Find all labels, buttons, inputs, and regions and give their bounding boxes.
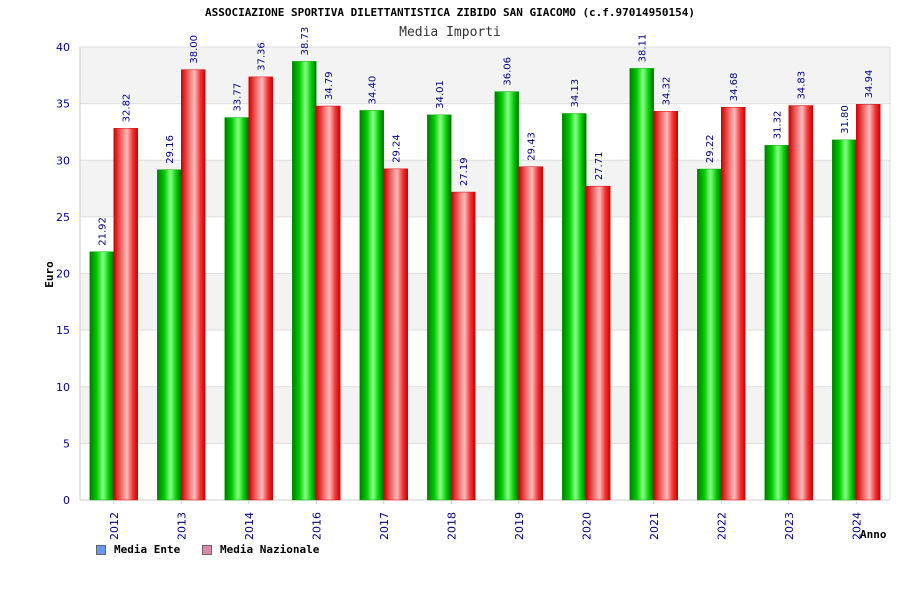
- plot-band: [80, 443, 890, 500]
- bar-media-ente: [157, 169, 182, 501]
- bar-value-label: 38.00: [189, 35, 200, 64]
- bar-labels: 21.92 32.82 29.16 38.00 33.77 37.36 38.73 34.79…: [98, 27, 876, 246]
- bar-media-ente: [697, 168, 722, 501]
- y-tick-label: 20: [56, 268, 70, 281]
- x-tick-label: 2024: [850, 512, 863, 540]
- bar-media-ente: [494, 91, 519, 501]
- bar-value-label: 29.24: [392, 134, 403, 163]
- bar-media-nazionale: [788, 105, 813, 501]
- bar-media-nazionale: [113, 128, 138, 501]
- chart-subtitle: Media Importi: [399, 25, 501, 40]
- bar-media-ente: [292, 61, 317, 501]
- chart-title: ASSOCIAZIONE SPORTIVA DILETTANTISTICA ZI…: [204, 6, 696, 19]
- bar-media-ente: [764, 145, 789, 501]
- bar-value-label: 34.01: [435, 80, 446, 109]
- y-tick-label: 40: [56, 41, 70, 54]
- bar-value-label: 29.43: [527, 132, 538, 161]
- bar-media-ente: [832, 139, 857, 501]
- bar-media-ente: [427, 114, 452, 501]
- y-axis-label: Euro: [42, 261, 56, 288]
- bar-value-label: 38.73: [300, 27, 311, 56]
- bar-value-label: 27.19: [459, 157, 470, 186]
- legend-item-media-nazionale: Media Nazionale: [202, 543, 319, 556]
- bar-media-ente: [89, 251, 114, 501]
- ticks: 0 5 10 15 20 25 30 35 40 2012 2013 2014 2016 2017 2018…: [56, 41, 863, 540]
- bar-media-nazionale: [721, 106, 746, 501]
- bar-media-nazionale: [856, 104, 881, 501]
- x-tick-label: 2021: [648, 512, 661, 540]
- y-tick-label: 35: [56, 98, 70, 111]
- bar-media-nazionale: [518, 166, 543, 501]
- plot-band: [80, 273, 890, 331]
- bar-media-nazionale: [316, 105, 341, 501]
- y-tick-label: 25: [56, 211, 70, 224]
- y-tick-label: 15: [56, 324, 70, 337]
- bar-media-nazionale: [383, 168, 408, 501]
- bar-media-nazionale: [451, 191, 476, 501]
- bar-media-nazionale: [248, 76, 273, 501]
- bar-value-label: 31.32: [773, 111, 784, 140]
- x-tick-label: 2020: [580, 512, 593, 540]
- bar-media-nazionale: [653, 111, 678, 501]
- bar-value-label: 34.83: [797, 71, 808, 100]
- bar-value-label: 34.94: [864, 70, 875, 99]
- bars: [89, 61, 881, 501]
- axes: [79, 46, 891, 501]
- x-tick-label: 2013: [175, 512, 188, 540]
- bar-media-nazionale: [181, 69, 206, 501]
- x-tick-label: 2012: [108, 512, 121, 540]
- bar-value-label: 36.06: [503, 57, 514, 86]
- bar-media-nazionale: [586, 185, 611, 501]
- bar-value-label: 29.16: [165, 135, 176, 164]
- bar-value-label: 33.77: [233, 83, 244, 112]
- y-tick-label: 10: [56, 381, 70, 394]
- x-tick-label: 2018: [445, 512, 458, 540]
- bar-value-label: 37.36: [257, 42, 268, 71]
- x-tick-label: 2019: [513, 512, 526, 540]
- x-tick-label: 2017: [378, 512, 391, 540]
- x-tick-label: 2014: [243, 512, 256, 540]
- gridlines: [80, 46, 890, 501]
- legend-swatch-icon: [96, 544, 106, 555]
- y-tick-label: 30: [56, 154, 70, 167]
- legend-label: Media Ente: [114, 543, 181, 556]
- plot-band: [80, 386, 890, 444]
- bar-value-label: 31.80: [840, 105, 851, 134]
- plot-band: [80, 103, 890, 161]
- plot-band: [80, 160, 890, 217]
- x-tick-label: 2023: [783, 512, 796, 540]
- legend-item-media-ente: Media Ente: [96, 543, 180, 556]
- legend-label: Media Nazionale: [220, 543, 320, 556]
- y-tick-label: 5: [63, 437, 70, 450]
- bar-media-ente: [359, 110, 384, 501]
- x-tick-label: 2022: [715, 512, 728, 540]
- bar-value-label: 34.32: [662, 77, 673, 106]
- bar-value-label: 34.68: [729, 73, 740, 102]
- bar-value-label: 21.92: [98, 217, 109, 246]
- plot-band: [80, 216, 890, 274]
- bar-value-label: 32.82: [122, 94, 133, 123]
- plot-band: [80, 47, 890, 104]
- bar-value-label: 29.22: [705, 134, 716, 163]
- plot-bands: [80, 47, 890, 500]
- plot-band: [80, 330, 890, 387]
- bar-media-ente: [629, 68, 654, 501]
- x-axis-label: Anno: [860, 528, 887, 541]
- bar-value-label: 34.13: [570, 79, 581, 108]
- legend-swatch-icon: [202, 544, 212, 555]
- bar-media-ente: [562, 113, 587, 501]
- x-tick-label: 2016: [310, 512, 323, 540]
- bar-value-label: 34.79: [324, 71, 335, 100]
- y-tick-label: 0: [63, 494, 70, 507]
- bar-value-label: 38.11: [638, 34, 649, 63]
- bar-value-label: 27.71: [594, 152, 605, 181]
- bar-value-label: 34.40: [368, 76, 379, 105]
- bar-media-ente: [224, 117, 249, 501]
